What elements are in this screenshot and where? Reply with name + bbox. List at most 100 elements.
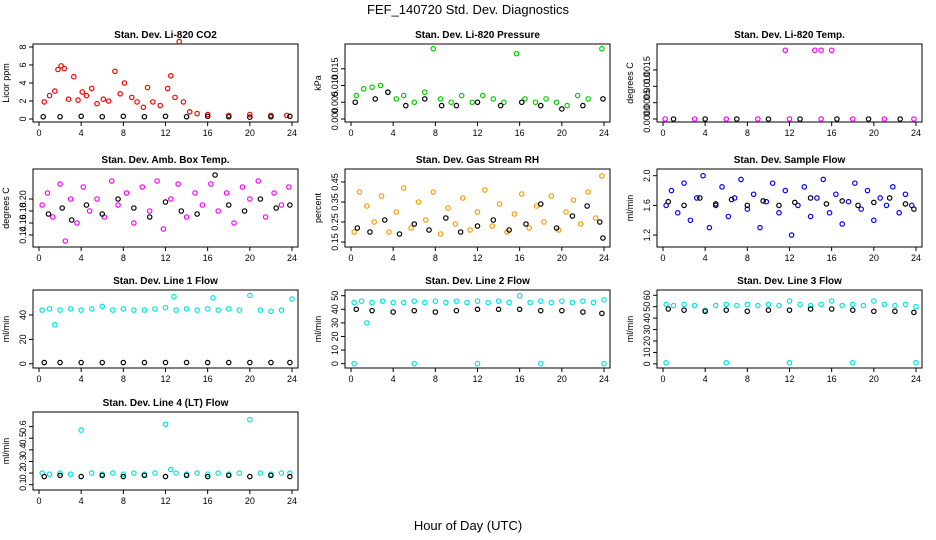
x-tick-label: 16 — [203, 253, 213, 263]
data-point — [74, 220, 80, 226]
series-1 — [39, 416, 293, 478]
data-point — [208, 181, 214, 187]
data-point — [592, 215, 599, 221]
plot-frame — [656, 289, 923, 369]
data-point — [212, 172, 218, 178]
data-point — [482, 187, 488, 193]
data-point — [390, 309, 396, 315]
data-point — [820, 176, 827, 183]
data-point — [485, 299, 491, 306]
y-tick-label: 0.4 — [18, 444, 28, 457]
data-point — [268, 472, 274, 479]
x-tick-label: 16 — [827, 253, 837, 263]
data-point — [702, 116, 708, 122]
data-point — [278, 307, 285, 313]
data-point — [421, 96, 428, 102]
data-point — [369, 84, 375, 90]
data-point — [80, 184, 87, 190]
data-point — [378, 193, 385, 199]
data-point — [569, 213, 576, 219]
data-point — [57, 359, 63, 366]
data-point — [760, 198, 766, 204]
data-point — [173, 470, 179, 476]
data-point — [371, 219, 377, 225]
data-point — [268, 308, 274, 315]
data-point — [173, 307, 179, 313]
data-point — [360, 86, 367, 92]
data-point — [59, 205, 65, 211]
y-tick-label: 60 — [642, 290, 652, 300]
data-point — [532, 99, 539, 106]
data-point — [162, 421, 169, 428]
data-point — [241, 208, 248, 214]
data-point — [225, 202, 232, 208]
data-point — [57, 113, 63, 120]
panel-10: Stan. Dev. Line 4 (LT) Flow ml/min 0 4 8 12 16… — [1, 398, 299, 506]
x-tick-label: 16 — [203, 128, 213, 138]
data-point — [833, 191, 839, 198]
data-point — [469, 99, 476, 106]
x-tick-label: 8 — [745, 128, 750, 138]
data-point — [131, 307, 137, 313]
data-point — [523, 221, 529, 227]
data-point — [807, 213, 814, 220]
data-point — [744, 202, 751, 209]
panel-5: Stan. Dev. Gas Stream RH percent 0 4 8 12 16 20… — [313, 155, 611, 263]
data-point — [445, 205, 451, 211]
x-tick-label: 0 — [36, 253, 41, 263]
plot-frame — [656, 43, 923, 123]
data-point — [150, 99, 156, 105]
data-point — [490, 217, 497, 223]
data-point — [474, 360, 481, 367]
y-tick-label: 0.15 — [330, 233, 340, 251]
data-point — [548, 299, 555, 306]
data-point — [797, 116, 803, 122]
data-point — [765, 301, 772, 308]
data-point — [733, 116, 740, 122]
data-point — [78, 307, 84, 313]
data-point — [162, 304, 169, 311]
x-tick-label: 16 — [203, 496, 213, 506]
data-point — [668, 187, 675, 194]
panel-6: Stan. Dev. Sample Flow ml/min 0 4 8 12 16 20 24 1… — [625, 155, 923, 263]
x-tick-label: 0 — [348, 374, 353, 384]
y-tick-label: 20 — [18, 334, 28, 344]
data-point — [663, 301, 669, 308]
data-point — [52, 321, 58, 328]
series-2 — [665, 306, 917, 316]
data-point — [120, 359, 127, 366]
data-point — [516, 292, 523, 299]
data-point — [75, 97, 81, 103]
y-axis-label: percent — [313, 192, 323, 223]
data-point — [421, 89, 428, 96]
data-point — [453, 298, 460, 304]
data-point — [479, 92, 486, 99]
data-point — [823, 201, 830, 207]
y-tick-label: 20 — [642, 336, 652, 346]
data-point — [67, 471, 74, 478]
data-point — [83, 202, 90, 208]
data-point — [913, 359, 919, 366]
x-tick-label: 0 — [660, 128, 665, 138]
y-tick-label: 2 — [18, 98, 28, 103]
data-point — [86, 208, 93, 214]
data-point — [105, 98, 112, 104]
data-point — [467, 227, 473, 233]
data-point — [134, 99, 140, 105]
data-point — [559, 106, 565, 112]
data-point — [513, 50, 520, 57]
data-point — [408, 225, 414, 231]
y-tick-label: 0 — [330, 361, 340, 366]
data-point — [39, 307, 45, 313]
data-point — [490, 96, 497, 102]
data-point — [411, 307, 418, 314]
data-point — [750, 191, 757, 198]
x-tick-label: 24 — [287, 253, 297, 263]
y-tick-label: 1.6 — [642, 199, 652, 212]
data-point — [599, 45, 605, 52]
data-point — [268, 359, 274, 366]
data-point — [112, 68, 118, 75]
y-tick-label: 6 — [18, 62, 28, 67]
data-point — [141, 359, 148, 366]
data-point — [67, 196, 74, 202]
